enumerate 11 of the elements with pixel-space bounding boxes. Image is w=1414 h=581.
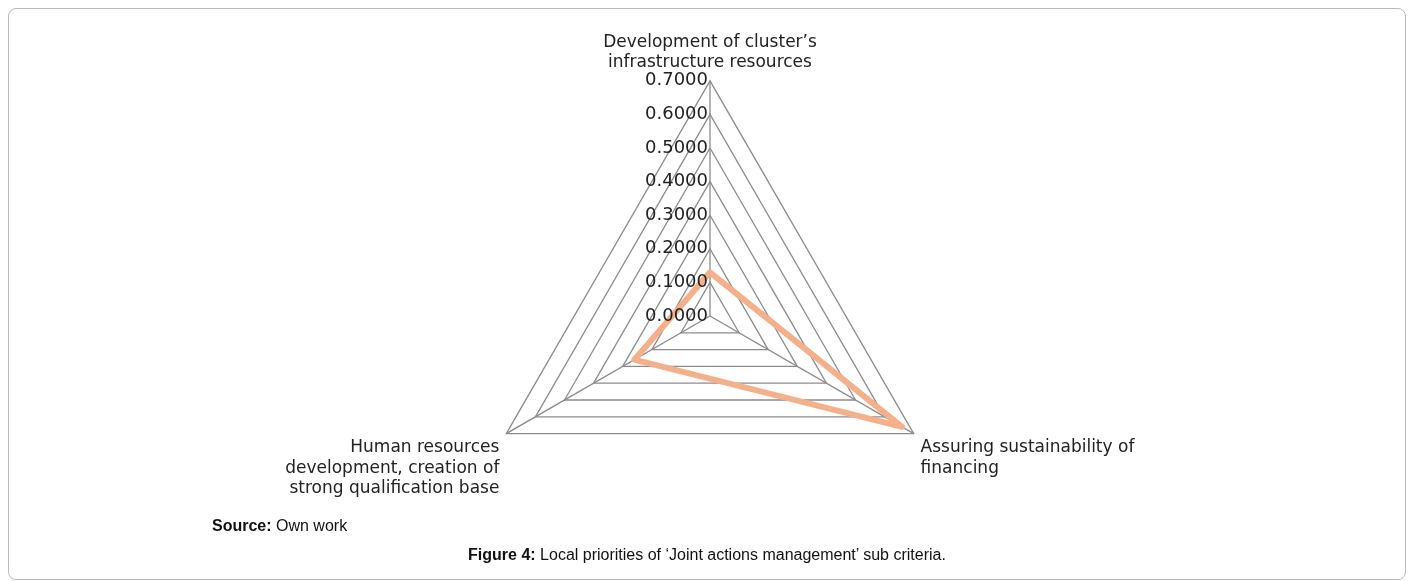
y-tick-label: 0.3000 <box>645 202 708 224</box>
y-tick-label: 0.1000 <box>645 270 708 292</box>
spoke-label: Assuring sustainability of financing <box>920 436 1136 477</box>
source-note: Source: Own work <box>212 517 348 535</box>
spoke-label: Human resources development, creation of strong qualification base <box>285 436 501 498</box>
caption: Figure 4: Local priorities of ‘Joint actions management’ sub criteria. <box>467 546 947 564</box>
y-tick-label: 0.6000 <box>645 102 708 124</box>
y-tick-label: 0.2000 <box>645 236 708 258</box>
y-tick-label: 0.0000 <box>645 303 708 325</box>
y-tick-label: 0.5000 <box>645 135 708 157</box>
y-tick-label: 0.4000 <box>645 169 708 191</box>
